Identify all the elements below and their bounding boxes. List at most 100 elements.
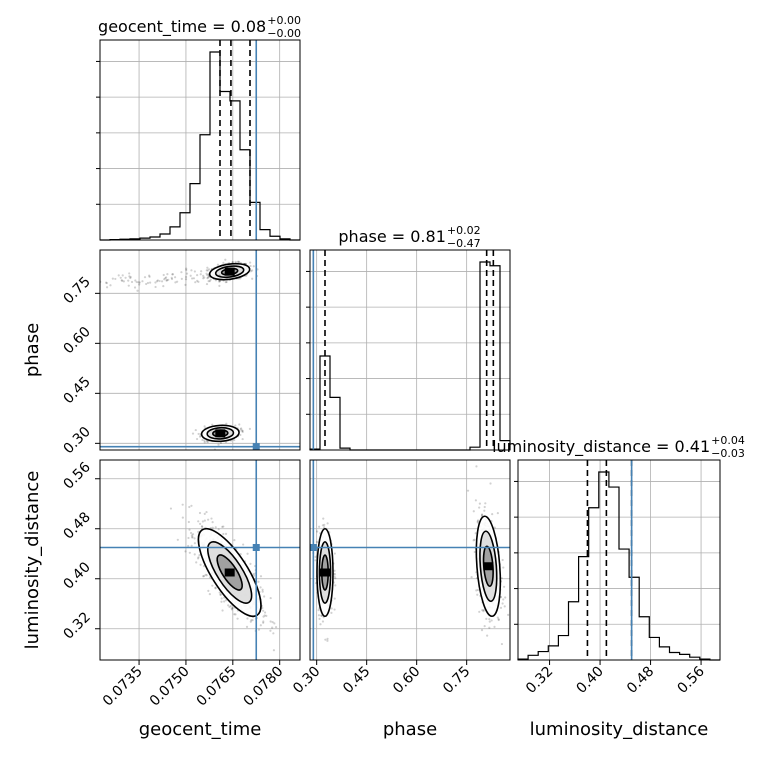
scatter-geocent_time-phase-point: [238, 423, 241, 426]
scatter-geocent_time-luminosity_distance-point: [251, 618, 254, 622]
scatter-geocent_time-phase-point: [218, 274, 221, 278]
scatter-geocent_time-phase-point: [206, 274, 209, 277]
scatter-geocent_time-luminosity_distance-point: [176, 538, 179, 541]
scatter-geocent_time-luminosity_distance-frame: [99, 459, 301, 661]
scatter-geocent_time-luminosity_distance-point: [200, 525, 204, 528]
scatter-geocent_time-luminosity_distance-point: [218, 591, 221, 594]
scatter-geocent_time-phase-point: [225, 422, 228, 425]
scatter-phase-luminosity_distance-point: [330, 607, 333, 610]
scatter-phase-luminosity_distance-point: [333, 569, 336, 572]
scatter-geocent_time-luminosity_distance-point: [230, 608, 234, 611]
scatter-phase-luminosity_distance-point: [483, 509, 486, 512]
scatter-geocent_time-luminosity_distance-point: [208, 592, 211, 596]
scatter-geocent_time-phase-point: [109, 284, 112, 287]
scatter-phase-luminosity_distance-point: [334, 584, 337, 587]
scatter-phase-luminosity_distance-point: [502, 598, 505, 601]
scatter-phase-luminosity_distance-point: [488, 617, 491, 621]
scatter-geocent_time-phase-point: [218, 280, 221, 283]
scatter-geocent_time-phase-point: [238, 261, 241, 264]
scatter-phase-luminosity_distance-point: [489, 482, 492, 485]
scatter-geocent_time-phase-point: [121, 274, 124, 277]
scatter-geocent_time-phase-point: [201, 438, 204, 442]
scatter-phase-luminosity_distance-points: [310, 460, 510, 660]
scatter-geocent_time-phase-point: [202, 274, 205, 277]
scatter-geocent_time-phase-point: [216, 263, 220, 266]
title-upper: +0.02: [447, 224, 481, 237]
scatter-geocent_time-luminosity_distance-point: [188, 551, 191, 554]
scatter-geocent_time-luminosity_distance-point: [261, 606, 264, 610]
scatter-phase-luminosity_distance-point: [480, 513, 484, 516]
scatter-phase-luminosity_distance-point: [473, 550, 476, 554]
xtick-label-phase: 0.75: [440, 664, 473, 697]
scatter-geocent_time-luminosity_distance-point: [219, 593, 222, 596]
scatter-geocent_time-luminosity_distance-point: [184, 550, 187, 553]
scatter-geocent_time-luminosity_distance-point: [190, 534, 194, 537]
scatter-geocent_time-phase-point: [248, 427, 252, 431]
scatter-geocent_time-phase-point: [154, 281, 157, 284]
scatter-geocent_time-luminosity_distance-point: [265, 614, 268, 617]
title-lower: −0.03: [711, 447, 745, 460]
scatter-phase-luminosity_distance-point: [501, 602, 504, 605]
scatter-geocent_time-phase-point: [185, 272, 189, 275]
hist-luminosity_distance-step: [517, 471, 720, 661]
scatter-geocent_time-phase-point: [154, 285, 157, 289]
scatter-geocent_time-luminosity_distance-point: [233, 613, 236, 616]
scatter-geocent_time-luminosity_distance-point: [261, 590, 264, 593]
scatter-geocent_time-luminosity_distance-point: [259, 586, 262, 589]
scatter-geocent_time-phase-point: [114, 277, 117, 281]
scatter-geocent_time-phase-point: [155, 280, 159, 283]
scatter-phase-luminosity_distance-point: [474, 532, 477, 535]
hist-geocent_time-frame: [99, 39, 301, 241]
scatter-geocent_time-luminosity_distance-truth-marker: [252, 544, 260, 551]
scatter-geocent_time-phase-point: [236, 260, 239, 263]
scatter-geocent_time-phase-point: [171, 273, 174, 276]
scatter-phase-luminosity_distance-point: [501, 558, 504, 562]
scatter-geocent_time-phase-points: [100, 250, 300, 450]
scatter-geocent_time-phase-point: [184, 278, 188, 281]
scatter-phase-luminosity_distance-point: [333, 552, 336, 555]
scatter-phase-luminosity_distance-point: [317, 609, 320, 612]
scatter-geocent_time-luminosity_distance-point: [223, 600, 226, 603]
scatter-geocent_time-luminosity_distance-point: [221, 525, 224, 528]
scatter-geocent_time-phase-point: [160, 280, 164, 283]
scatter-geocent_time-phase-point: [138, 281, 141, 284]
xtick-label-geocent_time: 0.0780: [241, 664, 287, 710]
scatter-geocent_time-luminosity_distance-point: [221, 609, 224, 612]
scatter-phase-luminosity_distance-point: [334, 577, 337, 580]
scatter-phase-luminosity_distance-point: [496, 511, 499, 515]
scatter-phase-luminosity_distance-point: [475, 465, 478, 468]
scatter-geocent_time-phase-point: [217, 443, 220, 446]
scatter-geocent_time-phase-point: [193, 270, 196, 273]
scatter-phase-luminosity_distance-point: [478, 502, 481, 505]
scatter-geocent_time-luminosity_distance-point: [242, 543, 245, 546]
scatter-phase-luminosity_distance-point: [333, 575, 336, 578]
scatter-geocent_time-luminosity_distance-point: [191, 536, 194, 539]
scatter-geocent_time-luminosity_distance-point: [259, 624, 262, 627]
scatter-geocent_time-phase-point: [138, 283, 141, 286]
scatter-geocent_time-phase-peak-1: [215, 429, 226, 438]
ytick-label-phase: 0.75: [60, 274, 93, 307]
scatter-geocent_time-luminosity_distance-peak-0: [224, 568, 235, 577]
scatter-phase-luminosity_distance-point: [326, 522, 329, 525]
scatter-geocent_time-phase-point: [206, 440, 209, 444]
scatter-geocent_time-luminosity_distance-point: [228, 605, 231, 608]
scatter-geocent_time-phase-point: [163, 278, 166, 281]
ylabel-luminosity_distance: luminosity_distance: [22, 471, 43, 650]
scatter-geocent_time-phase-point: [185, 275, 188, 279]
scatter-geocent_time-phase-point: [224, 281, 227, 284]
scatter-phase-luminosity_distance-point: [326, 637, 329, 641]
hist-phase-frame: [309, 249, 511, 451]
scatter-phase-luminosity_distance-point: [478, 506, 481, 509]
scatter-geocent_time-phase-point: [194, 428, 197, 432]
scatter-geocent_time-phase-point: [222, 261, 225, 264]
scatter-phase-luminosity_distance-point: [319, 623, 322, 626]
scatter-geocent_time-phase-point: [196, 279, 199, 283]
scatter-geocent_time-luminosity_distance-point: [239, 553, 242, 556]
scatter-geocent_time-phase-point: [190, 269, 193, 272]
scatter-geocent_time-luminosity_distance-grid: [100, 460, 300, 660]
xtick-label-luminosity_distance: 0.32: [523, 664, 556, 697]
scatter-geocent_time-phase-point: [234, 424, 237, 427]
scatter-geocent_time-phase-point: [194, 281, 197, 284]
scatter-geocent_time-phase-point: [149, 281, 152, 284]
